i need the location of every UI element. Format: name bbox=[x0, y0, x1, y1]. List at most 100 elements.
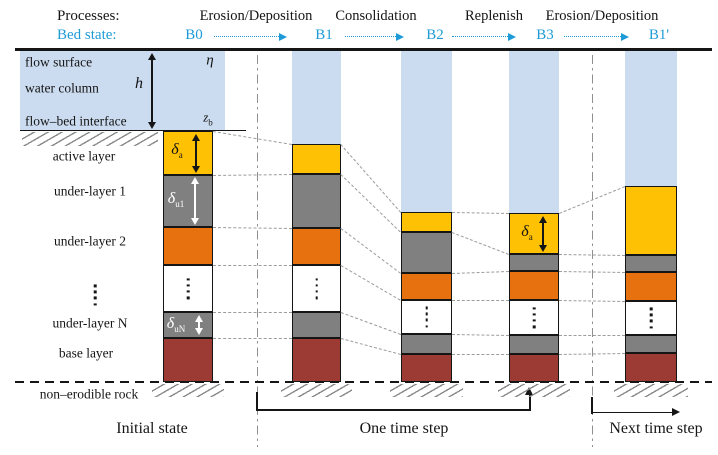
bed-state-B1: B1 bbox=[315, 27, 333, 43]
bed-state-arrow-line-2 bbox=[452, 36, 508, 38]
column-B2-ellipsis-dot-2 bbox=[425, 318, 428, 322]
delta-u1-b0-head-down bbox=[191, 218, 199, 225]
bed-state-B3: B3 bbox=[536, 27, 554, 43]
delta-a-b0-head-down bbox=[192, 166, 200, 173]
process-label-2: Replenish bbox=[465, 8, 523, 24]
column-B2-base-layer bbox=[401, 354, 452, 382]
column-B1p-under-layers-mid bbox=[625, 301, 677, 335]
column-B0-ellipsis-dot-2 bbox=[186, 290, 190, 293]
column-B3-under-layer-1 bbox=[509, 254, 559, 271]
column-B3-under-layer-2 bbox=[509, 271, 559, 300]
side-label-active-layer: active layer bbox=[52, 148, 116, 164]
flow-surface-top-line bbox=[15, 48, 712, 51]
column-B1p-under-layer-2 bbox=[625, 272, 677, 301]
column-B1-ellipsis-dot-2 bbox=[315, 290, 318, 293]
h-depth-symbol: h bbox=[135, 75, 143, 92]
layer-connector-12 bbox=[451, 212, 509, 214]
layer-connector-5 bbox=[213, 338, 292, 339]
column-B0-active-layer bbox=[163, 131, 213, 175]
side-ellipsis bbox=[93, 284, 97, 306]
layer-connector-16 bbox=[451, 334, 509, 336]
column-B1-ellipsis-dot-3 bbox=[315, 296, 318, 300]
delta-uN-b0-head-down bbox=[195, 328, 203, 335]
column-B0-under-layer-2 bbox=[163, 227, 213, 265]
column-B3-ellipsis-dot-2 bbox=[532, 319, 536, 322]
separator-next-step bbox=[591, 55, 594, 447]
bed-state-arrow-line-3 bbox=[564, 36, 621, 38]
column-B2-rock-hatch bbox=[390, 383, 463, 397]
column-B2-ellipsis-dot-0 bbox=[425, 306, 428, 310]
delta-uN-b0-line bbox=[198, 318, 200, 332]
layer-connector-1 bbox=[213, 174, 293, 176]
column-B1-under-layers-mid bbox=[292, 265, 341, 312]
flow-bed-interface-line bbox=[20, 129, 246, 132]
column-B1-under-layer-2 bbox=[292, 228, 341, 265]
process-label-0: Erosion/Deposition bbox=[199, 8, 313, 24]
delta-a-b3-symbol: δ bbox=[521, 222, 529, 240]
water-column-region bbox=[20, 51, 225, 131]
zb-sub: b bbox=[208, 117, 213, 128]
delta-a-b0-symbol: δ bbox=[171, 140, 179, 158]
side-label-non-erodible-rock: non–erodible rock bbox=[39, 386, 139, 402]
side-ellipsis-dot-2 bbox=[93, 296, 97, 300]
delta-u1-b0-subscript: u1 bbox=[175, 199, 185, 210]
eta-symbol: η bbox=[206, 52, 214, 69]
column-B1p-ellipsis-dot-3 bbox=[649, 325, 653, 329]
water-region-label-1: water column bbox=[25, 80, 99, 96]
layer-connector-17 bbox=[452, 354, 509, 355]
column-B0-ellipsis bbox=[186, 277, 190, 300]
delta-a-b0-label: δa bbox=[171, 140, 182, 160]
layer-connector-10 bbox=[340, 312, 401, 335]
next-time-step-label: Next time step bbox=[609, 420, 703, 437]
column-B0-under-layer-N bbox=[163, 312, 213, 338]
column-B1-ellipsis bbox=[315, 277, 318, 300]
bed-state-B0: B0 bbox=[185, 27, 203, 43]
layer-connector-8 bbox=[340, 228, 401, 274]
column-B3-under-layer-N bbox=[509, 335, 559, 354]
column-B0-ellipsis-dot-3 bbox=[186, 296, 190, 300]
column-B3-base-layer bbox=[509, 354, 559, 382]
column-B1p-under-layer-N bbox=[625, 335, 677, 353]
column-B2-ellipsis-dot-1 bbox=[425, 312, 428, 316]
delta-uN-b0-symbol: δ bbox=[166, 314, 175, 332]
delta-a-b3-head-down bbox=[539, 245, 547, 252]
column-B0-under-layers-mid bbox=[163, 265, 213, 312]
separator-initial-state bbox=[256, 55, 259, 447]
column-B2-ellipsis-dot-3 bbox=[425, 324, 428, 328]
column-B1-ellipsis-dot-1 bbox=[315, 284, 318, 287]
h-depth-head-down bbox=[148, 122, 156, 129]
delta-u1-b0-line bbox=[194, 180, 196, 222]
initial-state-label: Initial state bbox=[116, 420, 188, 437]
bed-state-arrow-line-1 bbox=[345, 36, 396, 38]
column-B1-base-layer bbox=[292, 338, 341, 382]
side-label-under-layer-n: under-layer N bbox=[52, 315, 128, 331]
process-label-3: Erosion/Deposition bbox=[545, 8, 659, 24]
process-label-1: Consolidation bbox=[335, 8, 417, 24]
delta-a-b3-line bbox=[542, 219, 544, 249]
column-B3-ellipsis-dot-0 bbox=[532, 306, 536, 310]
layer-connector-0 bbox=[212, 131, 292, 145]
delta-a-b3-subscript: a bbox=[528, 232, 533, 243]
column-B0-ellipsis-dot-1 bbox=[186, 284, 190, 287]
column-B1p-rock-hatch bbox=[614, 383, 688, 397]
side-ellipsis-dot-1 bbox=[93, 290, 97, 294]
layer-connector-9 bbox=[340, 265, 401, 301]
bed-state-arrowhead-2 bbox=[508, 33, 516, 41]
column-B1-under-layer-1 bbox=[292, 174, 341, 228]
column-B0-rock-hatch bbox=[152, 383, 224, 397]
delta-u1-b0-symbol: δ bbox=[167, 189, 176, 207]
column-B2-under-layer-2 bbox=[401, 273, 452, 300]
delta-u1-b0-head-up bbox=[191, 177, 199, 184]
layer-connector-3 bbox=[213, 265, 292, 266]
one-time-step-label: One time step bbox=[359, 420, 449, 437]
layer-connector-2 bbox=[212, 227, 292, 229]
non-erodible-rock-line bbox=[15, 381, 712, 383]
column-B3-ellipsis-dot-1 bbox=[532, 313, 536, 316]
bed-state-row-label: Bed state: bbox=[57, 27, 117, 43]
column-B3-under-layers-mid bbox=[509, 300, 559, 335]
column-B0-base-layer bbox=[163, 338, 213, 382]
column-B1-rock-hatch bbox=[281, 383, 352, 397]
column-B3-ellipsis-dot-3 bbox=[532, 325, 536, 329]
column-B2-under-layer-N bbox=[401, 334, 452, 354]
column-B2-under-layers-mid bbox=[401, 300, 452, 334]
